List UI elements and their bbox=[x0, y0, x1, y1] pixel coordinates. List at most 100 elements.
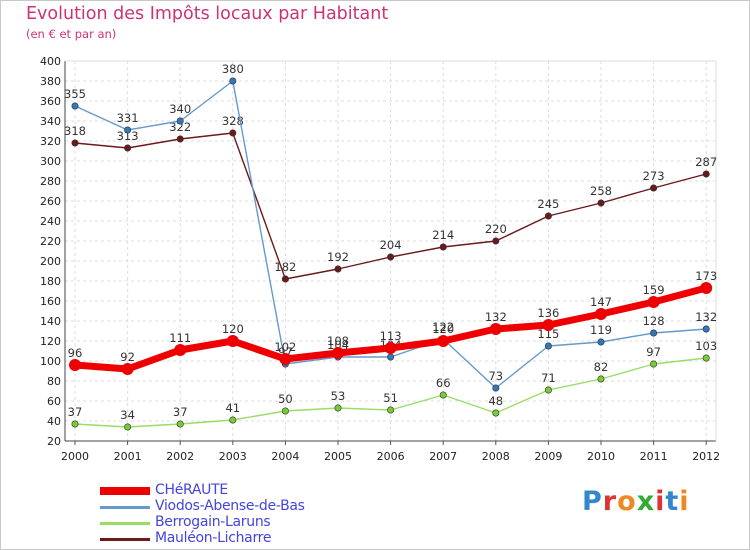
data-label: 173 bbox=[695, 269, 717, 283]
data-point bbox=[174, 344, 187, 356]
y-tick-label: 340 bbox=[40, 115, 61, 128]
logo-letter: i bbox=[655, 486, 666, 517]
logo-letter: o bbox=[617, 486, 637, 517]
data-label: 258 bbox=[590, 184, 612, 198]
data-point bbox=[69, 359, 81, 371]
y-tick-label: 120 bbox=[40, 335, 61, 348]
data-label: 136 bbox=[537, 306, 559, 320]
data-point bbox=[489, 323, 502, 335]
data-label: 71 bbox=[541, 371, 556, 385]
data-point bbox=[702, 325, 710, 333]
x-tick-label: 2006 bbox=[377, 450, 405, 463]
data-label: 103 bbox=[695, 339, 717, 353]
y-tick-label: 320 bbox=[40, 135, 61, 148]
data-label: 73 bbox=[488, 369, 503, 383]
legend-swatch bbox=[100, 521, 150, 525]
data-label: 82 bbox=[594, 360, 609, 374]
data-label: 340 bbox=[169, 102, 191, 116]
data-point bbox=[439, 391, 447, 399]
data-point bbox=[71, 139, 79, 147]
data-label: 37 bbox=[68, 405, 83, 419]
data-label: 132 bbox=[695, 310, 717, 324]
data-point bbox=[226, 335, 239, 347]
y-tick-label: 140 bbox=[40, 315, 61, 328]
data-label: 97 bbox=[646, 345, 661, 359]
x-tick-label: 2005 bbox=[324, 450, 352, 463]
data-point bbox=[492, 384, 500, 392]
data-point bbox=[437, 335, 450, 347]
data-point bbox=[124, 144, 132, 152]
data-label: 104 bbox=[327, 338, 349, 352]
data-label: 120 bbox=[432, 322, 454, 336]
y-tick-label: 400 bbox=[40, 55, 61, 68]
data-point bbox=[597, 375, 605, 383]
data-label: 132 bbox=[485, 310, 507, 324]
data-label: 48 bbox=[488, 394, 503, 408]
x-tick-label: 2010 bbox=[587, 450, 615, 463]
x-tick-label: 2003 bbox=[219, 450, 247, 463]
data-point bbox=[229, 416, 237, 424]
y-tick-label: 160 bbox=[40, 295, 61, 308]
logo-letter: i bbox=[679, 486, 690, 517]
data-point bbox=[387, 406, 395, 414]
y-tick-label: 300 bbox=[40, 155, 61, 168]
data-label: 245 bbox=[537, 197, 559, 211]
y-tick-label: 380 bbox=[40, 75, 61, 88]
data-point bbox=[384, 342, 397, 354]
data-label: 34 bbox=[120, 408, 135, 422]
legend-label: CHéRAUTE bbox=[155, 482, 228, 498]
data-label: 50 bbox=[278, 392, 293, 406]
data-label: 51 bbox=[383, 391, 398, 405]
data-label: 53 bbox=[331, 389, 346, 403]
data-point bbox=[71, 102, 79, 110]
data-label: 108 bbox=[327, 334, 349, 348]
legend-swatch bbox=[100, 487, 150, 495]
data-point bbox=[650, 360, 658, 368]
data-label: 119 bbox=[590, 323, 612, 337]
logo-letter: t bbox=[665, 486, 680, 517]
data-label: 380 bbox=[222, 62, 244, 76]
chart-title: Evolution des Impôts locaux par Habitant bbox=[26, 4, 389, 24]
y-tick-label: 280 bbox=[40, 175, 61, 188]
data-label: 111 bbox=[169, 331, 191, 345]
x-tick-label: 2004 bbox=[271, 450, 299, 463]
data-label: 273 bbox=[643, 169, 665, 183]
data-point bbox=[492, 409, 500, 417]
data-point bbox=[595, 308, 607, 320]
x-tick-label: 2001 bbox=[114, 450, 142, 463]
x-tick-label: 2008 bbox=[482, 450, 510, 463]
data-point bbox=[492, 237, 500, 245]
data-label: 147 bbox=[590, 295, 612, 309]
logo-letter: P bbox=[582, 486, 603, 517]
y-tick-label: 40 bbox=[47, 415, 61, 428]
data-label: 115 bbox=[537, 327, 559, 341]
data-point bbox=[597, 338, 605, 346]
data-label: 322 bbox=[169, 120, 191, 134]
logo-letter: r bbox=[602, 486, 618, 517]
data-point bbox=[334, 265, 342, 273]
line-chart: 20 40 60 80 100 120 140 160 180 200 220 240 260 280 30… bbox=[40, 55, 720, 463]
data-point bbox=[702, 170, 710, 178]
x-tick-label: 2007 bbox=[429, 450, 457, 463]
data-label: 355 bbox=[64, 87, 86, 101]
y-tick-label: 260 bbox=[40, 195, 61, 208]
data-label: 313 bbox=[117, 129, 139, 143]
y-tick-label: 200 bbox=[40, 255, 61, 268]
legend-label: Viodos-Abense-de-Bas bbox=[155, 498, 305, 514]
x-tick-label: 2002 bbox=[166, 450, 194, 463]
data-point bbox=[332, 347, 344, 359]
data-label: 92 bbox=[120, 350, 135, 364]
data-point bbox=[597, 199, 605, 207]
data-point bbox=[229, 77, 237, 85]
data-point bbox=[544, 212, 552, 220]
y-tick-label: 360 bbox=[40, 95, 61, 108]
data-label: 318 bbox=[64, 124, 86, 138]
data-label: 96 bbox=[68, 346, 83, 360]
data-point bbox=[700, 282, 713, 294]
data-point bbox=[279, 353, 292, 365]
data-label: 204 bbox=[380, 238, 402, 252]
data-label: 128 bbox=[643, 314, 665, 328]
x-tick-label: 2011 bbox=[640, 450, 668, 463]
y-tick-label: 240 bbox=[40, 215, 61, 228]
data-point bbox=[542, 319, 555, 331]
